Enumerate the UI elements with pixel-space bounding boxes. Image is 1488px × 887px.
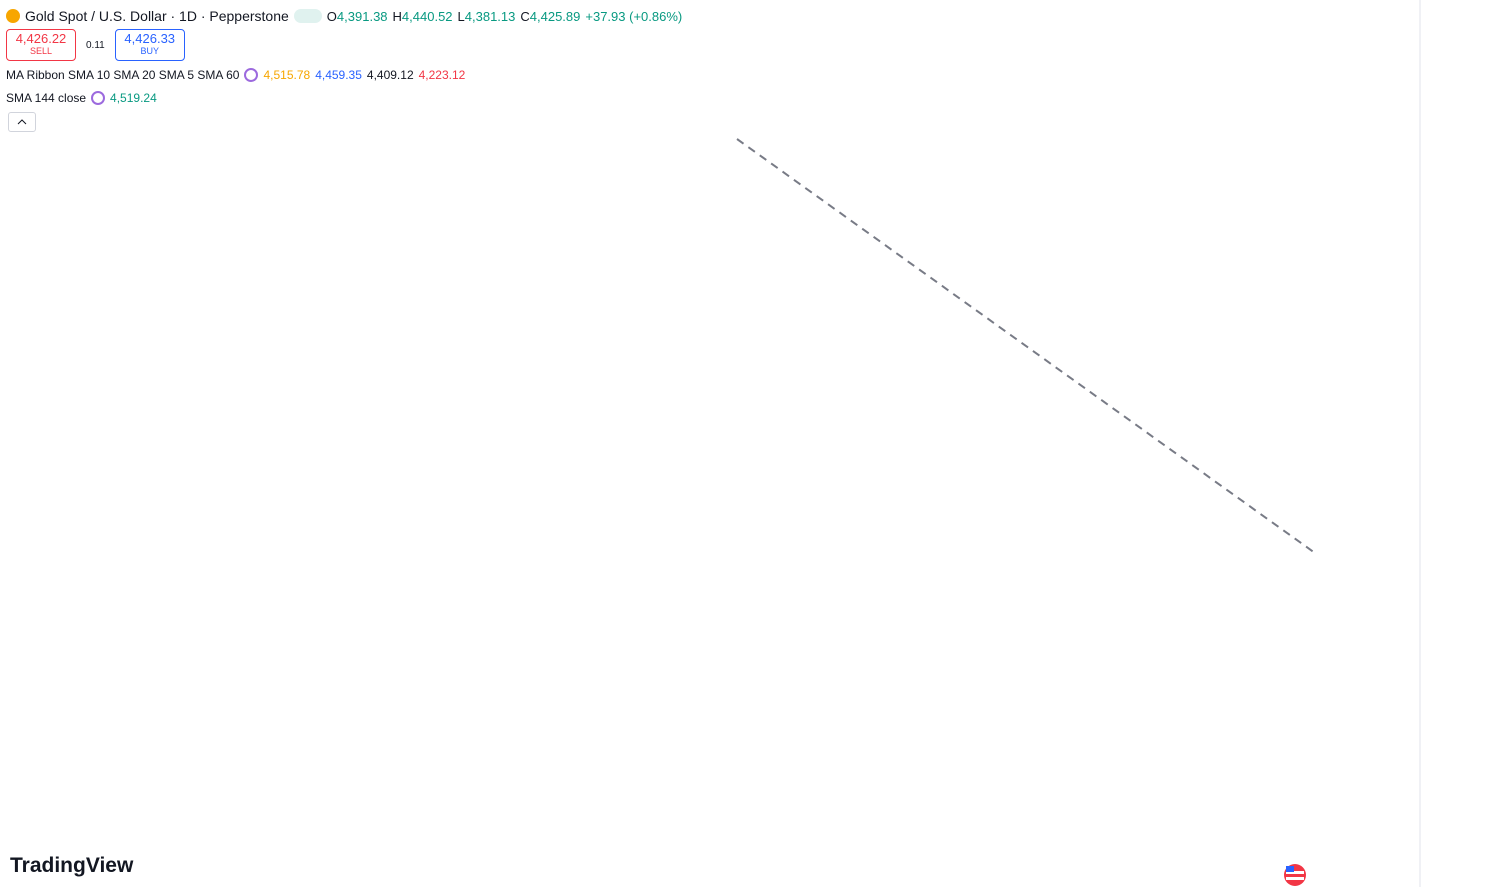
buy-price: 4,426.33: [124, 31, 176, 46]
sell-button[interactable]: 4,426.22 SELL: [6, 29, 76, 61]
logo: TradingView: [10, 854, 134, 877]
indicator-icon: [244, 67, 259, 82]
sell-price: 4,426.22: [15, 31, 67, 46]
indicator-value: 4,223.12: [418, 67, 466, 82]
indicator-value: 4,515.78: [263, 67, 311, 82]
indicator-value: 4,409.12: [366, 67, 414, 82]
ohlc-value: 4,381.13: [464, 8, 516, 24]
ohlc-key: H: [392, 8, 402, 24]
indicator-icon: [91, 90, 106, 105]
flag-icon: [1284, 864, 1306, 886]
indicator-value: 4,459.35: [315, 67, 362, 82]
sell-label: SELL: [29, 46, 53, 56]
trade-row: 4,426.22 SELL 0.11 4,426.33 BUY: [6, 27, 682, 63]
ohlc-key: C: [520, 8, 530, 24]
trend-line: [736, 138, 1316, 554]
indicator-row: SMA 144 close 4,519.24: [6, 86, 682, 109]
spread: 0.11: [86, 39, 105, 51]
ohlc-value: 4,391.38: [336, 8, 388, 24]
legend-panel: Gold Spot / U.S. Dollar · 1D · Peppersto…: [6, 5, 682, 132]
indicator-value: 4,519.24: [110, 90, 157, 105]
symbol-icon: [6, 9, 20, 23]
collapse-button[interactable]: [8, 112, 36, 132]
ohlc-value: 4,425.89: [529, 8, 581, 24]
buy-label: BUY: [140, 46, 159, 56]
indicator-row: MA Ribbon SMA 10 SMA 20 SMA 5 SMA 60 4,51…: [6, 63, 682, 86]
indicator-name: SMA 144 close: [6, 90, 87, 105]
symbol-title: Gold Spot / U.S. Dollar · 1D · Peppersto…: [25, 8, 289, 24]
title-row: Gold Spot / U.S. Dollar · 1D · Peppersto…: [6, 5, 682, 27]
ohlc-value: 4,440.52: [401, 8, 453, 24]
ohlc-key: L: [457, 8, 465, 24]
change: +37.93 (+0.86%): [585, 8, 683, 24]
indicator-name: MA Ribbon SMA 10 SMA 20 SMA 5 SMA 60: [6, 67, 240, 82]
status-badge: [293, 9, 322, 23]
buy-button[interactable]: 4,426.33 BUY: [114, 29, 185, 61]
ohlc-key: O: [326, 8, 337, 24]
